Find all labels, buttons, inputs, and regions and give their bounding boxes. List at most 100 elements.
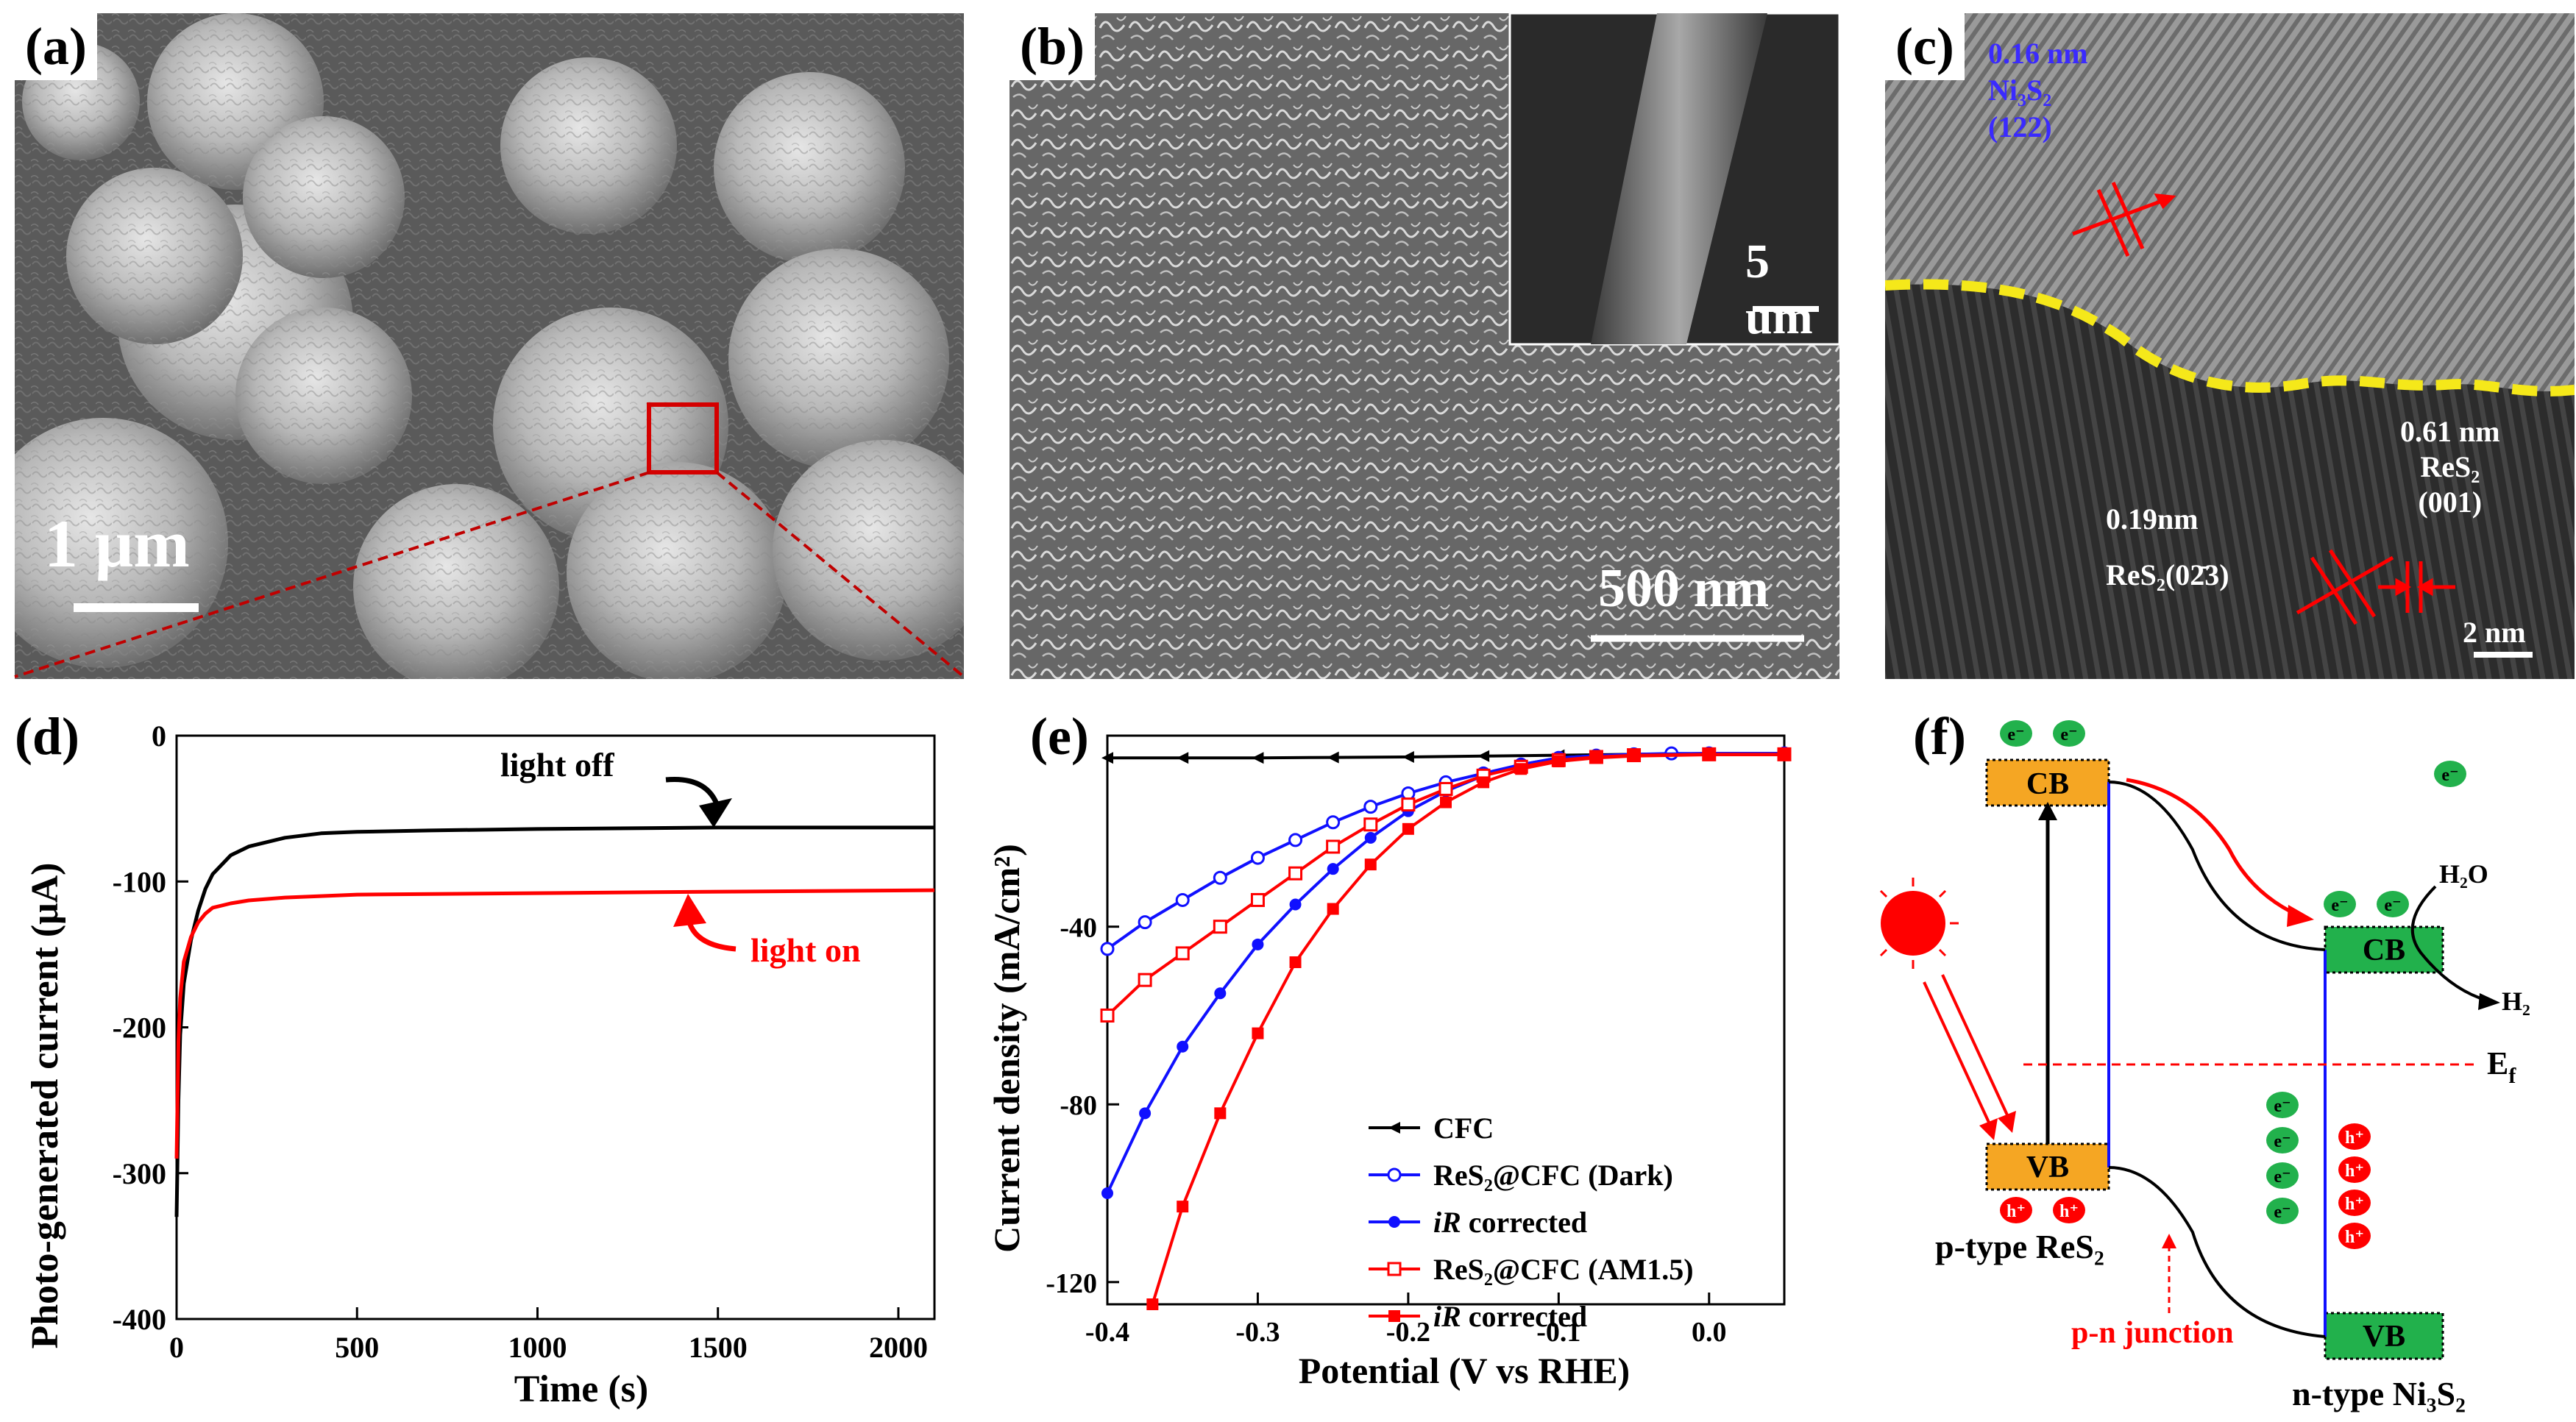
data-point bbox=[1326, 815, 1341, 830]
data-point bbox=[1250, 892, 1265, 907]
data-point bbox=[1402, 822, 1414, 835]
hrtem-image bbox=[1885, 13, 2575, 679]
particle bbox=[2266, 1092, 2299, 1118]
fringe-marker-ni3s2 bbox=[2072, 181, 2176, 257]
legend-label: ReS₂@CFC (AM1.5) bbox=[1433, 1253, 1694, 1286]
data-point bbox=[1401, 797, 1416, 812]
pn-junction-arrow bbox=[2162, 1234, 2176, 1248]
scale-bar-label-a: 1 μm bbox=[44, 506, 190, 581]
legend-label: CFC bbox=[1433, 1112, 1494, 1145]
data-point bbox=[1214, 987, 1227, 1000]
x-tick-label-d: 500 bbox=[335, 1331, 379, 1364]
scale-bar-label-c: 2 nm bbox=[2463, 616, 2526, 649]
fermi-level-label: Ef bbox=[2487, 1045, 2516, 1088]
data-point bbox=[1778, 748, 1790, 761]
particle bbox=[2000, 1197, 2032, 1223]
data-point bbox=[1100, 942, 1115, 956]
data-point bbox=[1326, 839, 1341, 854]
y-tick-label-e: -120 bbox=[1046, 1268, 1097, 1299]
particle-label: h⁺ bbox=[2345, 1228, 2364, 1247]
data-point bbox=[1177, 1040, 1189, 1053]
band-diagram-f: (f) CB VB CB VB H₂O H₂ Ef bbox=[1879, 707, 2530, 1412]
particle bbox=[2338, 1156, 2371, 1183]
x-tick-label-e: 0.0 bbox=[1692, 1317, 1727, 1348]
y-tick-label-d: -100 bbox=[113, 865, 166, 898]
particle bbox=[2377, 891, 2409, 917]
x-tick-label-d: 2000 bbox=[869, 1331, 928, 1364]
data-point bbox=[1402, 750, 1414, 763]
res2-023-annotation: 0.19nm ReS₂(02̄3) bbox=[2106, 491, 2229, 603]
data-point bbox=[1101, 1187, 1113, 1200]
legend-marker bbox=[1388, 1122, 1400, 1134]
particle bbox=[2266, 1162, 2299, 1189]
pn-junction-label: p-n junction bbox=[2071, 1316, 2234, 1350]
chart-e: (e) -0.4 -0.3 -0.2 -0.1 0.0-40-80-120 CFCReS… bbox=[986, 707, 1792, 1391]
sun-icon bbox=[1879, 878, 1959, 969]
res2-001-annotation: 0.61 nm ReS₂ (001) bbox=[2400, 414, 2500, 520]
chart-d: (d) 0 500 1000 1500 2000 0 -100 -200 -300 -400 Ti… bbox=[15, 707, 936, 1410]
series-1 bbox=[1100, 746, 1792, 956]
particle bbox=[2338, 1123, 2371, 1150]
data-point bbox=[1214, 1107, 1227, 1120]
data-point bbox=[1146, 1298, 1159, 1310]
y-tick-label-d: -200 bbox=[113, 1012, 166, 1045]
panel-label-f: (f) bbox=[1913, 707, 1966, 766]
h2-label: H₂ bbox=[2502, 986, 2530, 1016]
res2-023-phase-plane: ReS₂(02̄3) bbox=[2106, 558, 2229, 591]
y-tick-label-d: 0 bbox=[152, 719, 166, 753]
particle-label: e⁻ bbox=[2274, 1203, 2291, 1222]
particle bbox=[2434, 761, 2466, 787]
electron-transfer-arrow bbox=[2126, 778, 2301, 918]
series-3 bbox=[1100, 747, 1792, 1023]
sem-image-a bbox=[15, 13, 964, 679]
particle bbox=[2338, 1223, 2371, 1249]
particle bbox=[2324, 891, 2356, 917]
sem-image-b bbox=[1010, 13, 1839, 679]
data-point bbox=[1477, 776, 1490, 789]
panel-label-a: (a) bbox=[15, 13, 97, 80]
legend-e: CFC ReS₂@CFC (Dark) iR corrected ReS₂@CFC (… bbox=[1369, 1112, 1694, 1333]
data-point bbox=[1477, 750, 1490, 762]
x-tick-label-e: -0.3 bbox=[1235, 1317, 1280, 1348]
particle-label: h⁺ bbox=[2006, 1202, 2026, 1221]
data-point bbox=[1175, 946, 1190, 961]
n-cb-label: CB bbox=[2363, 934, 2405, 967]
data-point bbox=[1364, 858, 1377, 871]
holes-group: h⁺ h⁺ h⁺ h⁺ h⁺ h⁺ bbox=[2000, 1123, 2371, 1249]
particle-label: h⁺ bbox=[2059, 1202, 2079, 1221]
data-point bbox=[1139, 1107, 1152, 1120]
annotation-light-on: light on bbox=[751, 931, 861, 969]
particle bbox=[2053, 720, 2085, 747]
data-point bbox=[1327, 903, 1339, 915]
y-tick-label-d: -300 bbox=[113, 1157, 166, 1190]
series-4 bbox=[1146, 748, 1790, 1310]
x-tick-label-e: -0.4 bbox=[1085, 1317, 1129, 1348]
ni3s2-phase: Ni₃S₂ bbox=[1988, 74, 2052, 107]
panel-label-e: (e) bbox=[1030, 707, 1089, 766]
y-tick-label-e: -80 bbox=[1060, 1090, 1097, 1121]
data-point bbox=[1101, 752, 1113, 764]
data-point bbox=[1288, 866, 1303, 881]
legend-label: ReS₂@CFC (Dark) bbox=[1433, 1159, 1673, 1192]
x-tick-label-d: 0 bbox=[169, 1331, 184, 1364]
fringe-marker-res2-023 bbox=[2296, 549, 2394, 625]
plot-frame-d bbox=[175, 734, 936, 1320]
data-point bbox=[1364, 831, 1377, 844]
arrow-light-off bbox=[665, 776, 720, 807]
data-point bbox=[1628, 750, 1640, 762]
n-vb-label: VB bbox=[2363, 1320, 2405, 1354]
data-point bbox=[1553, 756, 1565, 768]
particle-label: e⁻ bbox=[2331, 896, 2348, 915]
p-cb-box bbox=[1985, 758, 2110, 807]
data-point bbox=[1175, 892, 1190, 907]
p-vb-label: VB bbox=[2026, 1151, 2069, 1184]
particle-label: e⁻ bbox=[2441, 766, 2458, 785]
data-point bbox=[1363, 800, 1378, 814]
panel-label-c: (c) bbox=[1885, 13, 1965, 80]
particle-label: e⁻ bbox=[2274, 1167, 2291, 1187]
n-type-label: n-type Ni₃S₂ bbox=[2292, 1375, 2466, 1412]
particle-label: h⁺ bbox=[2345, 1195, 2364, 1214]
data-point bbox=[1288, 833, 1303, 847]
data-point bbox=[1515, 763, 1527, 775]
